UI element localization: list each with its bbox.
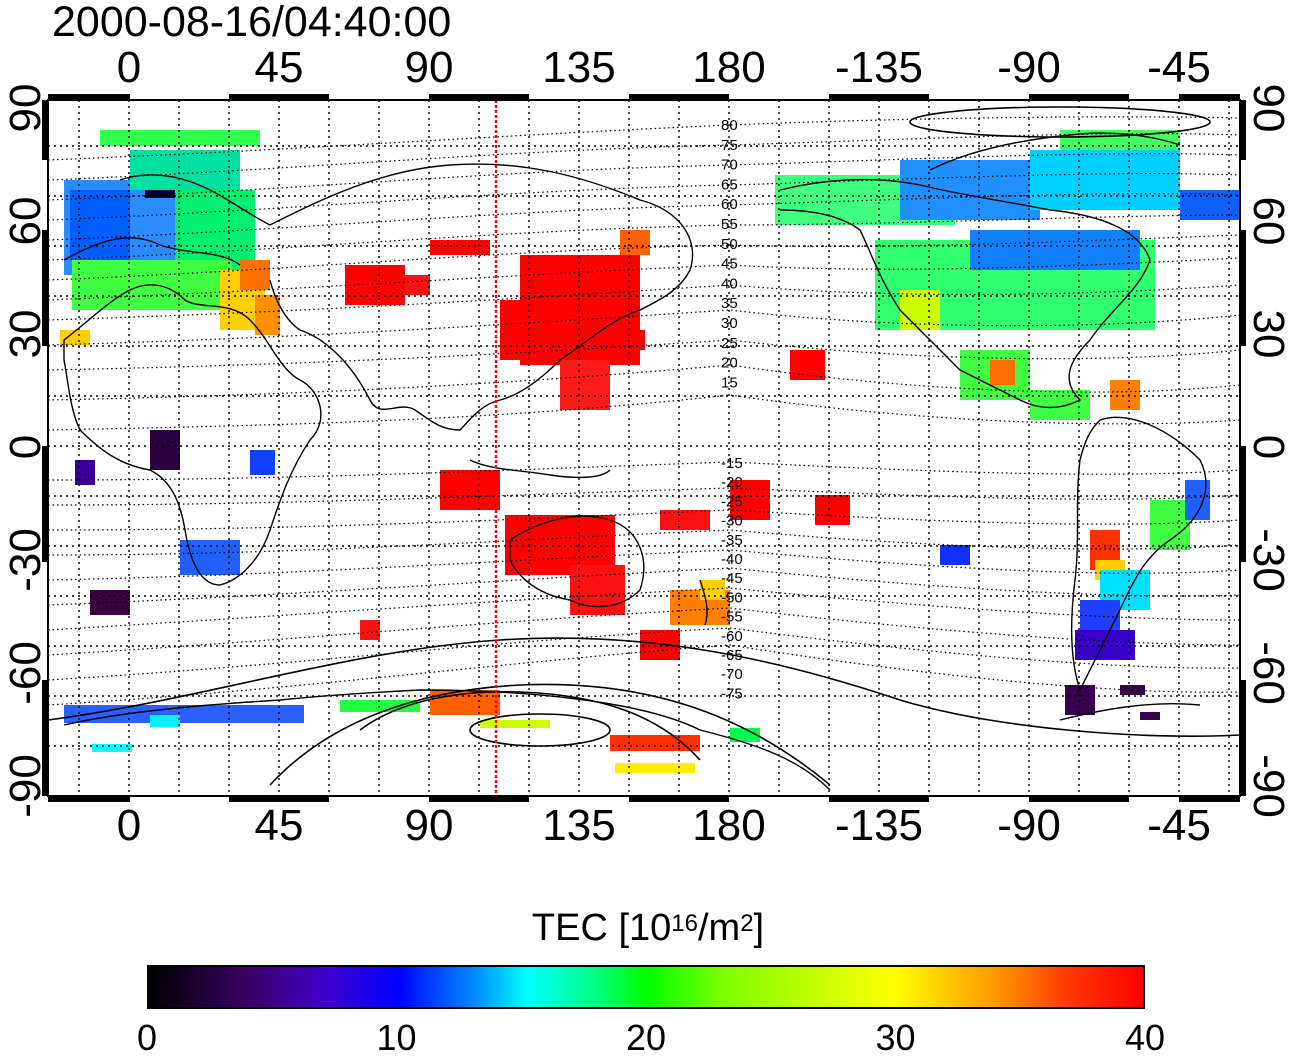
magnetic-latitude-label: 50: [721, 236, 738, 253]
magnetic-latitude-label: -55: [721, 609, 743, 626]
top-tick-label: 0: [116, 43, 142, 92]
top-tick-label: -45: [1147, 43, 1211, 92]
bottom-tick-label: 45: [254, 801, 304, 850]
right-tick-label: 60: [1244, 196, 1292, 246]
top-tick-label: -90: [997, 43, 1061, 92]
magnetic-latitude-label: 25: [721, 335, 738, 352]
magnetic-latitude-label: -20: [721, 474, 743, 491]
magnetic-latitude-labels-south: -15 -20 -25 -30 -35 -40 -45 -50 -55 -60 -65 -70 -75: [721, 455, 743, 702]
bottom-tick-label: -45: [1147, 801, 1211, 850]
frame-tick-bars: [42, 94, 1246, 802]
colorbar-tick-label: 10: [376, 1017, 417, 1058]
magnetic-latitude-label: 15: [721, 374, 738, 391]
colorbar-tick-label: 20: [625, 1017, 667, 1058]
right-tick-label: 90: [1244, 83, 1292, 133]
right-tick-label: -90: [1244, 754, 1292, 818]
right-tick-label: 0: [1244, 434, 1292, 460]
top-tick-label: 135: [542, 43, 616, 92]
magnetic-latitude-label: -60: [721, 628, 743, 645]
map-gridlines: [48, 100, 1240, 796]
magnetic-latitude-label: -35: [721, 532, 743, 549]
magnetic-latitude-label: 65: [721, 176, 738, 193]
magnetic-latitude-label: 45: [721, 256, 738, 273]
colorbar-tick-label: 30: [875, 1017, 916, 1058]
magnetic-latitude-label: 30: [721, 315, 738, 332]
magnetic-latitude-label: -15: [721, 455, 743, 472]
magnetic-latitude-label: -50: [721, 589, 743, 606]
left-tick-label: -30: [1, 528, 50, 592]
magnetic-latitude-label: 60: [721, 196, 738, 213]
bottom-tick-label: -135: [834, 801, 924, 850]
magnetic-latitude-label: 70: [721, 157, 738, 174]
bottom-tick-label: 135: [542, 801, 616, 850]
bottom-tick-label: 90: [404, 801, 454, 850]
top-tick-label: 45: [254, 43, 304, 92]
colorbar-tick-label: 40: [1124, 1017, 1166, 1058]
south-magnetic-pole-contours: [47, 106, 1241, 786]
magnetic-latitude-label: -45: [721, 570, 743, 587]
colorbar-tick-label: 0: [136, 1017, 158, 1058]
top-tick-label: 180: [692, 43, 766, 92]
bottom-tick-label: 180: [692, 801, 766, 850]
magnetic-latitude-label: -65: [721, 647, 743, 664]
right-tick-label: 30: [1244, 309, 1292, 359]
left-tick-label: 30: [1, 309, 50, 359]
bottom-tick-label: -90: [997, 801, 1061, 850]
magnetic-latitude-label: -40: [721, 551, 743, 568]
magnetic-latitude-label: 75: [721, 137, 738, 154]
right-tick-label: -60: [1244, 641, 1292, 705]
magnetic-latitude-label: -70: [721, 666, 743, 683]
coastlines: [63, 132, 1207, 791]
magnetic-latitude-label: -25: [721, 493, 743, 510]
magnetic-latitude-label: 20: [721, 355, 738, 372]
map-timestamp: 2000-08-16/04:40:00: [52, 0, 452, 46]
left-tick-label: 60: [1, 196, 50, 246]
magnetic-latitude-label: 80: [721, 117, 738, 134]
tec-colorbar: [147, 965, 1145, 1009]
left-tick-label: 0: [1, 434, 50, 460]
tec-data-cells: [60, 130, 1240, 773]
left-tick-label: -60: [1, 641, 50, 705]
top-tick-label: 90: [404, 43, 454, 92]
top-tick-label: -135: [834, 43, 924, 92]
magnetic-latitude-label: 40: [721, 275, 738, 292]
colorbar-title: TEC [1016/m2]: [531, 907, 765, 949]
right-tick-label: -30: [1244, 528, 1292, 592]
magnetic-latitude-contours: [47, 116, 1241, 706]
magnetic-latitude-label: -30: [721, 513, 743, 530]
left-tick-label: -90: [1, 754, 50, 818]
bottom-tick-label: 0: [116, 801, 142, 850]
magnetic-latitude-label: 35: [721, 295, 738, 312]
magnetic-latitude-label: -75: [721, 685, 743, 702]
left-tick-label: 90: [1, 83, 50, 133]
magnetic-latitude-label: 55: [721, 216, 738, 233]
magnetic-latitude-labels-north: 80 75 70 65 60 55 50 45 40 35 30 25 20 15: [721, 117, 738, 391]
